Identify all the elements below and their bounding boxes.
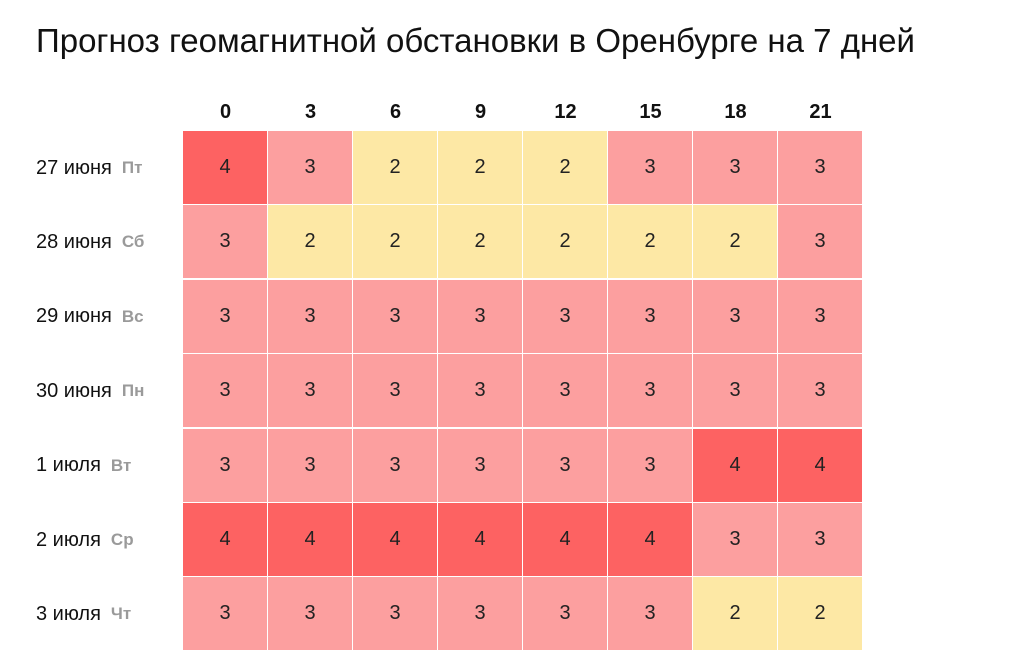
- heatmap-cell: 3: [268, 577, 352, 651]
- heatmap-cell: 3: [183, 205, 267, 279]
- heatmap-cell: 3: [438, 428, 522, 502]
- heatmap-cell: 3: [693, 354, 777, 428]
- heatmap-cell: 3: [523, 577, 607, 651]
- date-label: 3 июля: [36, 602, 101, 625]
- heatmap-cell: 3: [183, 354, 267, 428]
- heatmap-cell: 3: [778, 131, 862, 204]
- heatmap-cell: 4: [778, 428, 862, 502]
- heatmap-cell: 3: [438, 577, 522, 651]
- heatmap-cell: 4: [438, 503, 522, 576]
- weekday-label: Пн: [121, 381, 145, 401]
- heatmap-cell: 3: [183, 279, 267, 353]
- heatmap-cell: 3: [778, 205, 862, 279]
- heatmap-cell: 3: [438, 354, 522, 428]
- heatmap-cell: 3: [608, 354, 692, 428]
- heatmap-cell: 4: [523, 503, 607, 576]
- heatmap-cell: 3: [183, 428, 267, 502]
- heatmap-cell: 2: [523, 205, 607, 279]
- heatmap-cell: 3: [608, 428, 692, 502]
- heatmap-cell: 3: [353, 279, 437, 353]
- heatmap-cell: 2: [438, 205, 522, 279]
- heatmap-cell: 3: [608, 577, 692, 651]
- weekday-label: Вс: [121, 306, 144, 326]
- hour-label: 15: [639, 101, 662, 123]
- heatmap-cell: 2: [268, 205, 352, 279]
- heatmap-cell: 3: [523, 279, 607, 353]
- hour-axis: 0 3 6 9 12 15 18 21: [183, 101, 863, 127]
- hour-label: 21: [809, 101, 832, 123]
- heatmap-cell: 4: [353, 503, 437, 576]
- weekday-label: Пт: [121, 158, 143, 177]
- hour-label: 6: [389, 101, 402, 123]
- row-label: 30 июня Пн: [36, 354, 181, 428]
- heatmap-cell: 3: [268, 131, 352, 204]
- row-label: 1 июля Вт: [36, 429, 181, 503]
- heatmap-cell: 3: [268, 279, 352, 353]
- row-label: 29 июня Вс: [36, 280, 181, 354]
- heatmap-cell: 2: [693, 205, 777, 279]
- date-label: 30 июня: [36, 379, 112, 402]
- heatmap-cell: 4: [183, 503, 267, 576]
- row-label: 3 июля Чт: [36, 577, 181, 651]
- heatmap-cell: 3: [693, 503, 777, 576]
- heatmap-cell: 3: [693, 279, 777, 353]
- heatmap-cell: 3: [183, 577, 267, 651]
- heatmap-cell: 2: [778, 577, 862, 651]
- heatmap-cell: 3: [608, 131, 692, 204]
- heatmap-cell: 3: [693, 131, 777, 204]
- heatmap-cell: 3: [438, 279, 522, 353]
- heatmap-cell: 3: [353, 428, 437, 502]
- date-label: 29 июня: [36, 305, 112, 328]
- heatmap-cell: 2: [438, 131, 522, 204]
- row-label: 2 июля Ср: [36, 503, 181, 577]
- date-label: 2 июля: [36, 528, 101, 551]
- heatmap-cell: 2: [608, 205, 692, 279]
- row-label: 28 июня Сб: [36, 205, 181, 279]
- date-label: 27 июня: [36, 156, 112, 179]
- heatmap-cell: 2: [353, 131, 437, 204]
- heatmap-cell: 3: [523, 354, 607, 428]
- row-label: 27 июня Пт: [36, 131, 181, 205]
- heatmap-cell: 3: [523, 428, 607, 502]
- hour-label: 18: [724, 101, 747, 123]
- date-label: 1 июля: [36, 454, 101, 477]
- heatmap-cell: 4: [268, 503, 352, 576]
- weekday-label: Сб: [121, 232, 145, 252]
- weekday-label: Ср: [110, 530, 134, 549]
- heatmap-cell: 3: [778, 354, 862, 428]
- chart-title: Прогноз геомагнитной обстановки в Оренбу…: [36, 22, 915, 59]
- hour-label: 3: [304, 101, 317, 123]
- heatmap-cell: 3: [778, 279, 862, 353]
- heatmap-cell: 4: [693, 428, 777, 502]
- heatmap-cell: 4: [183, 131, 267, 204]
- heatmap-cell: 3: [353, 354, 437, 428]
- heatmap-cell: 3: [608, 279, 692, 353]
- heatmap-cell: 3: [268, 428, 352, 502]
- heatmap-cell: 3: [353, 577, 437, 651]
- hour-label: 9: [474, 101, 487, 123]
- heatmap-cell: 3: [778, 503, 862, 576]
- hour-label: 0: [219, 101, 232, 123]
- heatmap-cell: 2: [353, 205, 437, 279]
- heatmap-cell: 4: [608, 503, 692, 576]
- date-label: 28 июня: [36, 230, 112, 253]
- weekday-label: Вт: [110, 455, 132, 475]
- hour-label: 12: [554, 101, 577, 123]
- weekday-label: Чт: [110, 604, 132, 624]
- heatmap-cell: 2: [523, 131, 607, 204]
- heatmap-cell: 3: [268, 354, 352, 428]
- heatmap-cell: 2: [693, 577, 777, 651]
